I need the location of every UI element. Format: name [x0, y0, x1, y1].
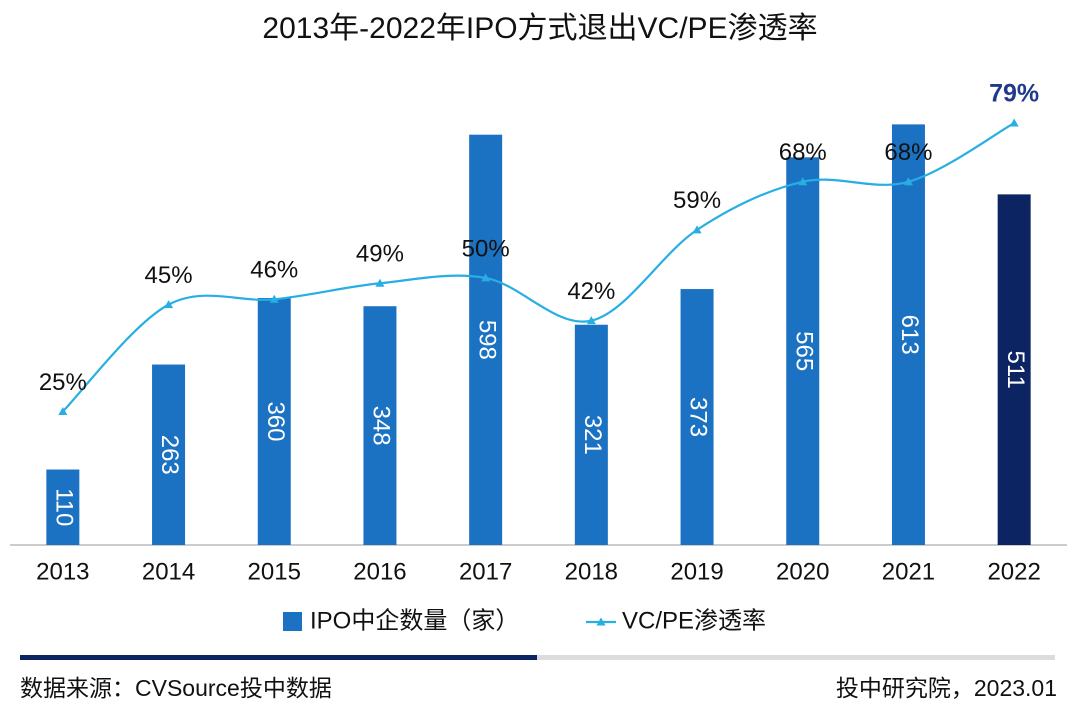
- line-value-label: 68%: [779, 139, 827, 166]
- line-value-label: 25%: [39, 369, 87, 396]
- bar: [152, 364, 186, 545]
- line-value-label: 49%: [356, 241, 404, 268]
- bar: [257, 297, 291, 545]
- bar-value-label: 360: [262, 401, 289, 441]
- line-value-label: 68%: [884, 139, 932, 166]
- legend-swatch: [596, 617, 606, 626]
- x-tick-label: 2014: [142, 558, 195, 585]
- line-value-label: 45%: [145, 262, 193, 289]
- line-value-label: 46%: [250, 257, 298, 284]
- x-tick-label: 2015: [248, 558, 301, 585]
- chart-title: 2013年-2022年IPO方式退出VC/PE渗透率: [262, 12, 817, 45]
- line-marker: [1009, 118, 1019, 127]
- bar: [363, 306, 397, 545]
- line-marker: [692, 225, 702, 234]
- bar: [997, 194, 1031, 546]
- line-value-label: 59%: [673, 187, 721, 214]
- line-marker: [269, 294, 279, 303]
- legend-swatch: [283, 612, 302, 631]
- line-marker: [903, 177, 913, 186]
- divider: [20, 655, 537, 660]
- divider: [537, 655, 1055, 660]
- bar-value-label: 511: [1002, 351, 1029, 389]
- bar-value-label: 613: [896, 315, 923, 355]
- bar-value-label: 565: [790, 331, 817, 371]
- x-tick-label: 2021: [882, 558, 935, 585]
- bar: [574, 324, 608, 545]
- source-note: 数据来源：CVSource投中数据: [20, 675, 332, 701]
- bar: [469, 134, 503, 545]
- bar-value-label: 598: [473, 320, 500, 360]
- credit-note: 投中研究院，2023.01: [836, 675, 1057, 701]
- line: [62, 122, 1015, 413]
- bar-value-label: 373: [685, 397, 712, 437]
- bar-value-label: 321: [579, 415, 606, 455]
- line-marker: [375, 278, 385, 287]
- x-tick-label: 2017: [459, 558, 512, 585]
- x-tick-label: 2016: [353, 558, 406, 585]
- bar: [680, 289, 714, 545]
- bar-value-label: 348: [368, 406, 395, 446]
- line-marker: [58, 406, 68, 415]
- bar: [891, 124, 925, 545]
- line-marker: [164, 300, 174, 309]
- x-tick-label: 2022: [987, 558, 1040, 585]
- line-marker: [798, 177, 808, 186]
- bar-value-label: 110: [51, 488, 78, 526]
- x-tick-label: 2018: [565, 558, 618, 585]
- x-tick-label: 2020: [776, 558, 829, 585]
- line-value-label: 50%: [462, 235, 510, 262]
- line-value-label: 79%: [989, 80, 1039, 108]
- bar: [46, 469, 80, 545]
- legend-label: VC/PE渗透率: [622, 607, 766, 634]
- line-value-label: 42%: [567, 278, 615, 305]
- x-tick-label: 2013: [36, 558, 89, 585]
- x-tick-label: 2019: [670, 558, 723, 585]
- legend-label: IPO中企数量（家）: [310, 607, 519, 634]
- bar: [786, 157, 820, 546]
- bar-value-label: 263: [156, 435, 183, 475]
- line-marker: [586, 316, 596, 325]
- line-marker: [481, 273, 491, 282]
